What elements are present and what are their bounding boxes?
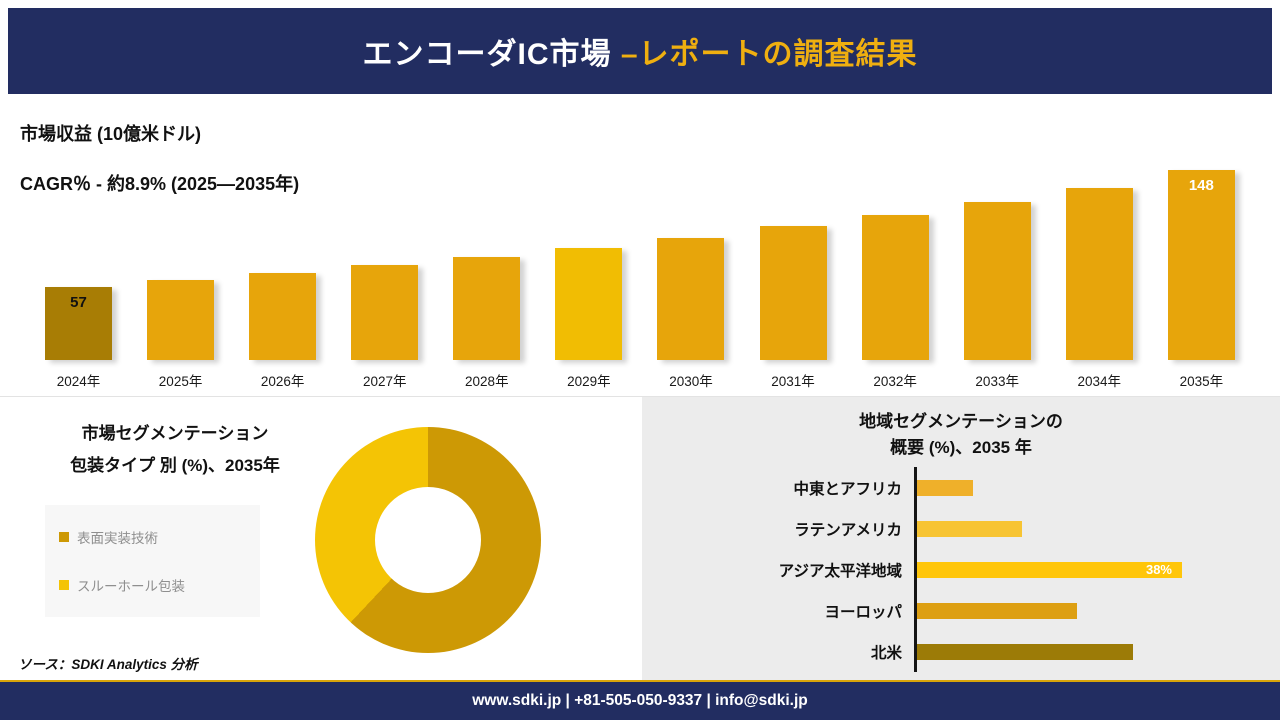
- regional-title-line2: 概要 (%)、2035 年: [890, 438, 1032, 457]
- region-row-1: ラテンアメリカ: [652, 508, 1270, 549]
- bar-2033年: [963, 202, 1031, 360]
- legend-item-1: スルーホール包装: [59, 575, 246, 595]
- bar-value-label: 57: [70, 294, 87, 311]
- bar-group-2028年: 2028年: [453, 257, 521, 390]
- region-label: 中東とアフリカ: [793, 480, 902, 498]
- bar-2029年: [555, 248, 623, 360]
- page-title-main: エンコーダIC市場: [362, 38, 612, 71]
- region-row-2: アジア太平洋地域 38%: [652, 549, 1270, 590]
- legend-swatch: [59, 580, 69, 590]
- bar-group-2024年: 57 2024年: [45, 287, 112, 390]
- bar-group-2032年: 2032年: [861, 215, 929, 390]
- metric-label: 市場収益 (10億米ドル): [20, 124, 202, 144]
- region-bar-0: [917, 479, 973, 496]
- bar-category-label: 2030年: [669, 374, 713, 389]
- bar-category-label: 2029年: [567, 374, 611, 389]
- region-row-4: 北米: [652, 631, 1270, 672]
- bar-2028年: [453, 257, 521, 360]
- bar-group-2031年: 2031年: [759, 226, 827, 390]
- bar-group-2027年: 2027年: [351, 265, 419, 390]
- bar-group-2035年: 148 2035年: [1167, 170, 1235, 390]
- region-row-0: 中東とアフリカ: [652, 467, 1270, 508]
- region-bar-track: [914, 508, 1270, 549]
- bar-2030年: [657, 238, 725, 360]
- bottom-row: 市場セグメンテーション 包装タイプ 別 (%)、2035年 表面実装技術スルーホ…: [0, 396, 1280, 681]
- bar-2027年: [351, 265, 419, 360]
- source-note: ソース：SDKI Analytics 分析: [18, 657, 198, 672]
- regional-bar-chart: 中東とアフリカ ラテンアメリカアジア太平洋地域 38% ヨーロッパ北米: [652, 467, 1270, 672]
- package-donut-chart: [315, 427, 541, 653]
- region-bar-1: [917, 520, 1022, 537]
- bar-2032年: [861, 215, 929, 360]
- bar-group-2026年: 2026年: [249, 273, 317, 390]
- bar-2035年: 148: [1167, 170, 1235, 360]
- bar-2031年: [759, 226, 827, 360]
- region-label: ラテンアメリカ: [794, 521, 902, 539]
- region-bar-2: 38%: [917, 561, 1182, 578]
- bar-group-2033年: 2033年: [963, 202, 1031, 390]
- region-row-3: ヨーロッパ: [652, 590, 1270, 631]
- bar-group-2025年: 2025年: [147, 280, 215, 390]
- bar-category-label: 2024年: [56, 374, 101, 389]
- region-bar-track: [914, 467, 1270, 508]
- regional-title-line1: 地域セグメンテーションの: [859, 412, 1063, 431]
- region-bar-4: [917, 643, 1133, 660]
- bar-category-label: 2035年: [1179, 374, 1224, 389]
- region-bar-track: [914, 590, 1270, 631]
- revenue-chart-section: 市場収益 (10億米ドル) CAGR％ - 約8.9% (2025―2035年)…: [0, 94, 1280, 396]
- region-bar-value-label: 38%: [1145, 562, 1172, 577]
- bar-group-2029年: 2029年: [555, 248, 623, 390]
- region-bar-track: 38%: [914, 549, 1270, 590]
- donut-legend: 表面実装技術スルーホール包装: [45, 505, 260, 617]
- bar-2034年: [1065, 188, 1133, 360]
- gold-divider: [0, 680, 1280, 682]
- package-segmentation-panel: 市場セグメンテーション 包装タイプ 別 (%)、2035年 表面実装技術スルーホ…: [0, 397, 642, 681]
- segmentation-title-line1: 市場セグメンテーション: [81, 424, 269, 443]
- segmentation-title-line2: 包装タイプ 別 (%)、2035年: [70, 456, 280, 475]
- region-bar-3: [917, 602, 1077, 619]
- region-bar-track: [914, 631, 1270, 672]
- bar-category-label: 2025年: [158, 374, 203, 389]
- page-title: エンコーダIC市場 –レポートの調査結果: [362, 29, 917, 73]
- bar-group-2030年: 2030年: [657, 238, 725, 390]
- bar-category-label: 2032年: [873, 374, 917, 389]
- bar-category-label: 2028年: [465, 374, 509, 389]
- bar-category-label: 2026年: [260, 374, 305, 389]
- bar-group-2034年: 2034年: [1065, 188, 1133, 390]
- bar-category-label: 2027年: [362, 374, 407, 389]
- legend-swatch: [59, 532, 69, 542]
- bar-2026年: [249, 273, 317, 360]
- footer-bar: www.sdki.jp | +81-505-050-9337 | info@sd…: [0, 682, 1280, 720]
- region-label: 北米: [870, 644, 902, 662]
- legend-item-0: 表面実装技術: [59, 527, 246, 547]
- cagr-label: CAGR％ - 約8.9% (2025―2035年): [20, 174, 300, 194]
- header-banner: エンコーダIC市場 –レポートの調査結果: [8, 8, 1272, 94]
- regional-segmentation-panel: 地域セグメンテーションの 概要 (%)、2035 年 中東とアフリカ ラテンアメリ…: [642, 397, 1280, 681]
- revenue-bar-chart: 57 2024年 2025年 2026年 2027年 2028年 2029年 2030年 203…: [45, 170, 1235, 390]
- region-label: アジア太平洋地域: [778, 562, 902, 580]
- region-label: ヨーロッパ: [824, 603, 902, 621]
- legend-label: スルーホール包装: [77, 579, 185, 594]
- bar-2024年: 57: [45, 287, 112, 360]
- bar-value-label: 148: [1188, 177, 1214, 194]
- bar-category-label: 2034年: [1077, 374, 1122, 389]
- bar-category-label: 2033年: [975, 374, 1019, 389]
- legend-label: 表面実装技術: [77, 531, 158, 546]
- page-title-accent: –レポートの調査結果: [611, 38, 918, 71]
- footer-contact: www.sdki.jp | +81-505-050-9337 | info@sd…: [472, 692, 808, 709]
- bar-2025年: [147, 280, 215, 360]
- bar-category-label: 2031年: [771, 374, 815, 389]
